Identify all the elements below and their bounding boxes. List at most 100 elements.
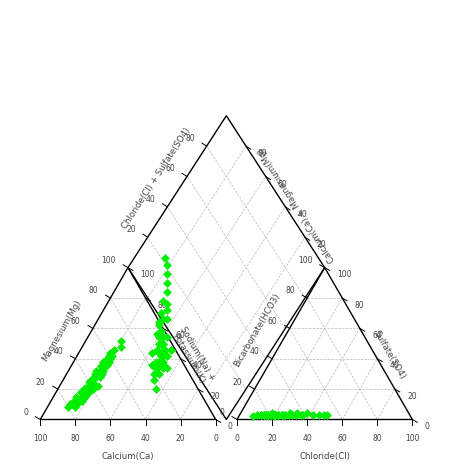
Point	[91, 373, 99, 381]
Point	[103, 361, 111, 369]
Point	[297, 411, 305, 419]
Text: 100: 100	[33, 434, 47, 443]
Point	[87, 376, 95, 384]
Point	[109, 352, 116, 359]
Point	[89, 385, 97, 393]
Point	[262, 411, 270, 419]
Point	[86, 388, 93, 396]
Point	[293, 410, 301, 417]
Point	[320, 411, 328, 419]
Text: 60: 60	[372, 331, 382, 340]
Point	[110, 346, 118, 354]
Text: 0: 0	[425, 422, 429, 431]
Point	[264, 411, 272, 419]
Text: 0: 0	[228, 422, 233, 431]
Text: Calcium(Ca) + Magnesium(Mg): Calcium(Ca) + Magnesium(Mg)	[256, 146, 337, 264]
Text: 80: 80	[158, 301, 167, 310]
Text: 100: 100	[405, 434, 419, 443]
Text: 40: 40	[302, 434, 312, 443]
Point	[260, 411, 268, 419]
Point	[292, 411, 300, 419]
Point	[100, 358, 107, 365]
Point	[274, 411, 282, 419]
Point	[158, 328, 165, 335]
Point	[164, 306, 171, 314]
Point	[282, 411, 289, 419]
Text: 20: 20	[176, 434, 185, 443]
Point	[102, 363, 110, 370]
Point	[155, 340, 163, 347]
Point	[160, 346, 167, 354]
Point	[158, 340, 165, 347]
Point	[72, 403, 79, 411]
Point	[286, 410, 293, 417]
Point	[160, 352, 167, 359]
Text: 80: 80	[355, 301, 364, 310]
Point	[160, 361, 167, 369]
Point	[278, 411, 285, 419]
Text: 20: 20	[233, 377, 242, 386]
Point	[267, 411, 275, 419]
Text: 20: 20	[317, 240, 327, 249]
Text: 40: 40	[146, 195, 155, 204]
Point	[84, 383, 91, 390]
Point	[154, 331, 161, 338]
Point	[100, 367, 107, 374]
Point	[148, 349, 155, 356]
Point	[94, 383, 102, 390]
Point	[160, 352, 167, 359]
Text: 80: 80	[258, 149, 267, 158]
Text: 60: 60	[337, 434, 347, 443]
Point	[80, 385, 88, 393]
Point	[267, 411, 275, 419]
Point	[87, 383, 95, 390]
Point	[98, 370, 106, 378]
Text: 60: 60	[278, 180, 287, 189]
Point	[160, 316, 167, 323]
Text: 60: 60	[165, 164, 175, 173]
Point	[280, 411, 287, 419]
Point	[64, 403, 72, 411]
Point	[324, 411, 331, 419]
Point	[91, 373, 99, 381]
Text: Bicarbonate(HCO3): Bicarbonate(HCO3)	[232, 292, 282, 368]
Point	[73, 401, 81, 408]
Point	[164, 352, 171, 359]
Point	[152, 358, 159, 365]
Point	[155, 358, 163, 365]
Text: 40: 40	[141, 434, 150, 443]
Point	[160, 358, 167, 365]
Point	[303, 410, 311, 417]
Text: Sulfate(SO4): Sulfate(SO4)	[372, 329, 407, 382]
Point	[285, 411, 292, 419]
Point	[117, 343, 125, 350]
Point	[274, 411, 282, 419]
Point	[164, 261, 171, 268]
Point	[164, 364, 171, 372]
Point	[264, 411, 272, 419]
Point	[77, 394, 84, 402]
Text: 40: 40	[53, 347, 63, 356]
Text: Chloride(Cl) + Sulfate(SO4): Chloride(Cl) + Sulfate(SO4)	[120, 126, 192, 230]
Point	[96, 373, 104, 381]
Text: Magnesium(Mg): Magnesium(Mg)	[40, 298, 83, 363]
Point	[254, 411, 261, 419]
Point	[164, 279, 171, 287]
Point	[92, 373, 100, 381]
Point	[155, 340, 163, 347]
Point	[105, 352, 112, 359]
Point	[315, 411, 322, 419]
Point	[158, 352, 165, 359]
Text: 20: 20	[210, 392, 220, 401]
Point	[100, 361, 107, 369]
Point	[271, 411, 279, 419]
Point	[88, 378, 96, 385]
Point	[70, 398, 77, 405]
Point	[81, 393, 89, 401]
Point	[89, 379, 97, 387]
Point	[73, 393, 80, 401]
Point	[96, 367, 104, 374]
Point	[92, 367, 100, 374]
Point	[103, 355, 111, 363]
Point	[271, 411, 279, 419]
